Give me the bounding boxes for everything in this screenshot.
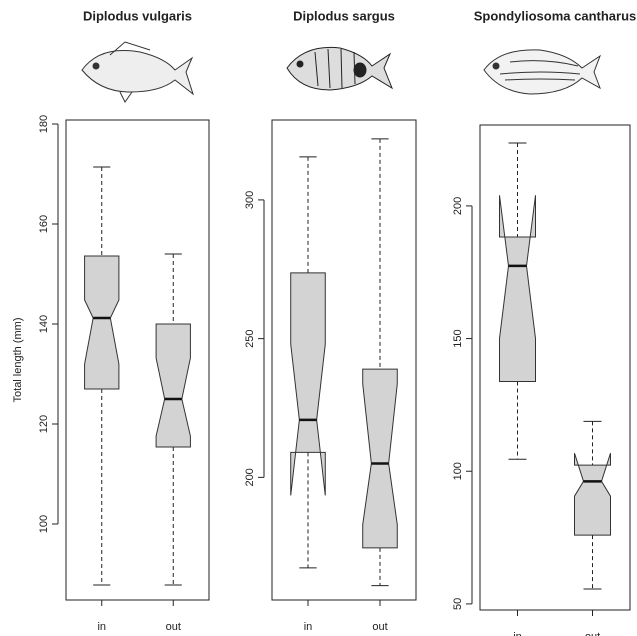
- y-tick-label: 150: [452, 329, 464, 347]
- chart-title: Diplodus vulgaris: [83, 8, 192, 23]
- y-tick-label: 250: [244, 329, 256, 347]
- page: in out 100 120 140 160 180 Diplodus vulgaris Tot…: [0, 0, 637, 636]
- chart-title: Diplodus sargus: [293, 8, 395, 23]
- box: [85, 256, 119, 389]
- fish-icon: [484, 50, 600, 94]
- x-tick-label: out: [585, 631, 600, 636]
- y-tick-label: 100: [38, 515, 50, 533]
- fish-icon: [287, 47, 392, 90]
- box: [363, 369, 398, 548]
- y-tick-label: 200: [244, 468, 256, 486]
- y-tick-label: 300: [244, 191, 256, 209]
- x-tick-label: out: [372, 621, 387, 633]
- y-tick-label: 180: [38, 115, 50, 133]
- y-tick-label: 140: [38, 315, 50, 333]
- x-tick-label: in: [304, 621, 313, 633]
- x-tick-label: in: [513, 631, 522, 636]
- y-tick-label: 50: [452, 598, 464, 610]
- y-tick-label: 200: [452, 197, 464, 215]
- y-axis-label: Total length (mm): [12, 318, 24, 403]
- y-tick-label: 160: [38, 215, 50, 233]
- chart: in out 100 120 140 160 180 Diplodus vulgaris Tot…: [0, 0, 637, 636]
- box: [575, 453, 611, 535]
- box: [156, 324, 190, 447]
- x-tick-label: out: [166, 621, 181, 633]
- y-tick-label: 100: [452, 462, 464, 480]
- chart-title: Spondyliosoma cantharus: [474, 8, 637, 23]
- y-tick-label: 120: [38, 415, 50, 433]
- fish-icon: [82, 42, 193, 102]
- x-tick-label: in: [97, 621, 106, 633]
